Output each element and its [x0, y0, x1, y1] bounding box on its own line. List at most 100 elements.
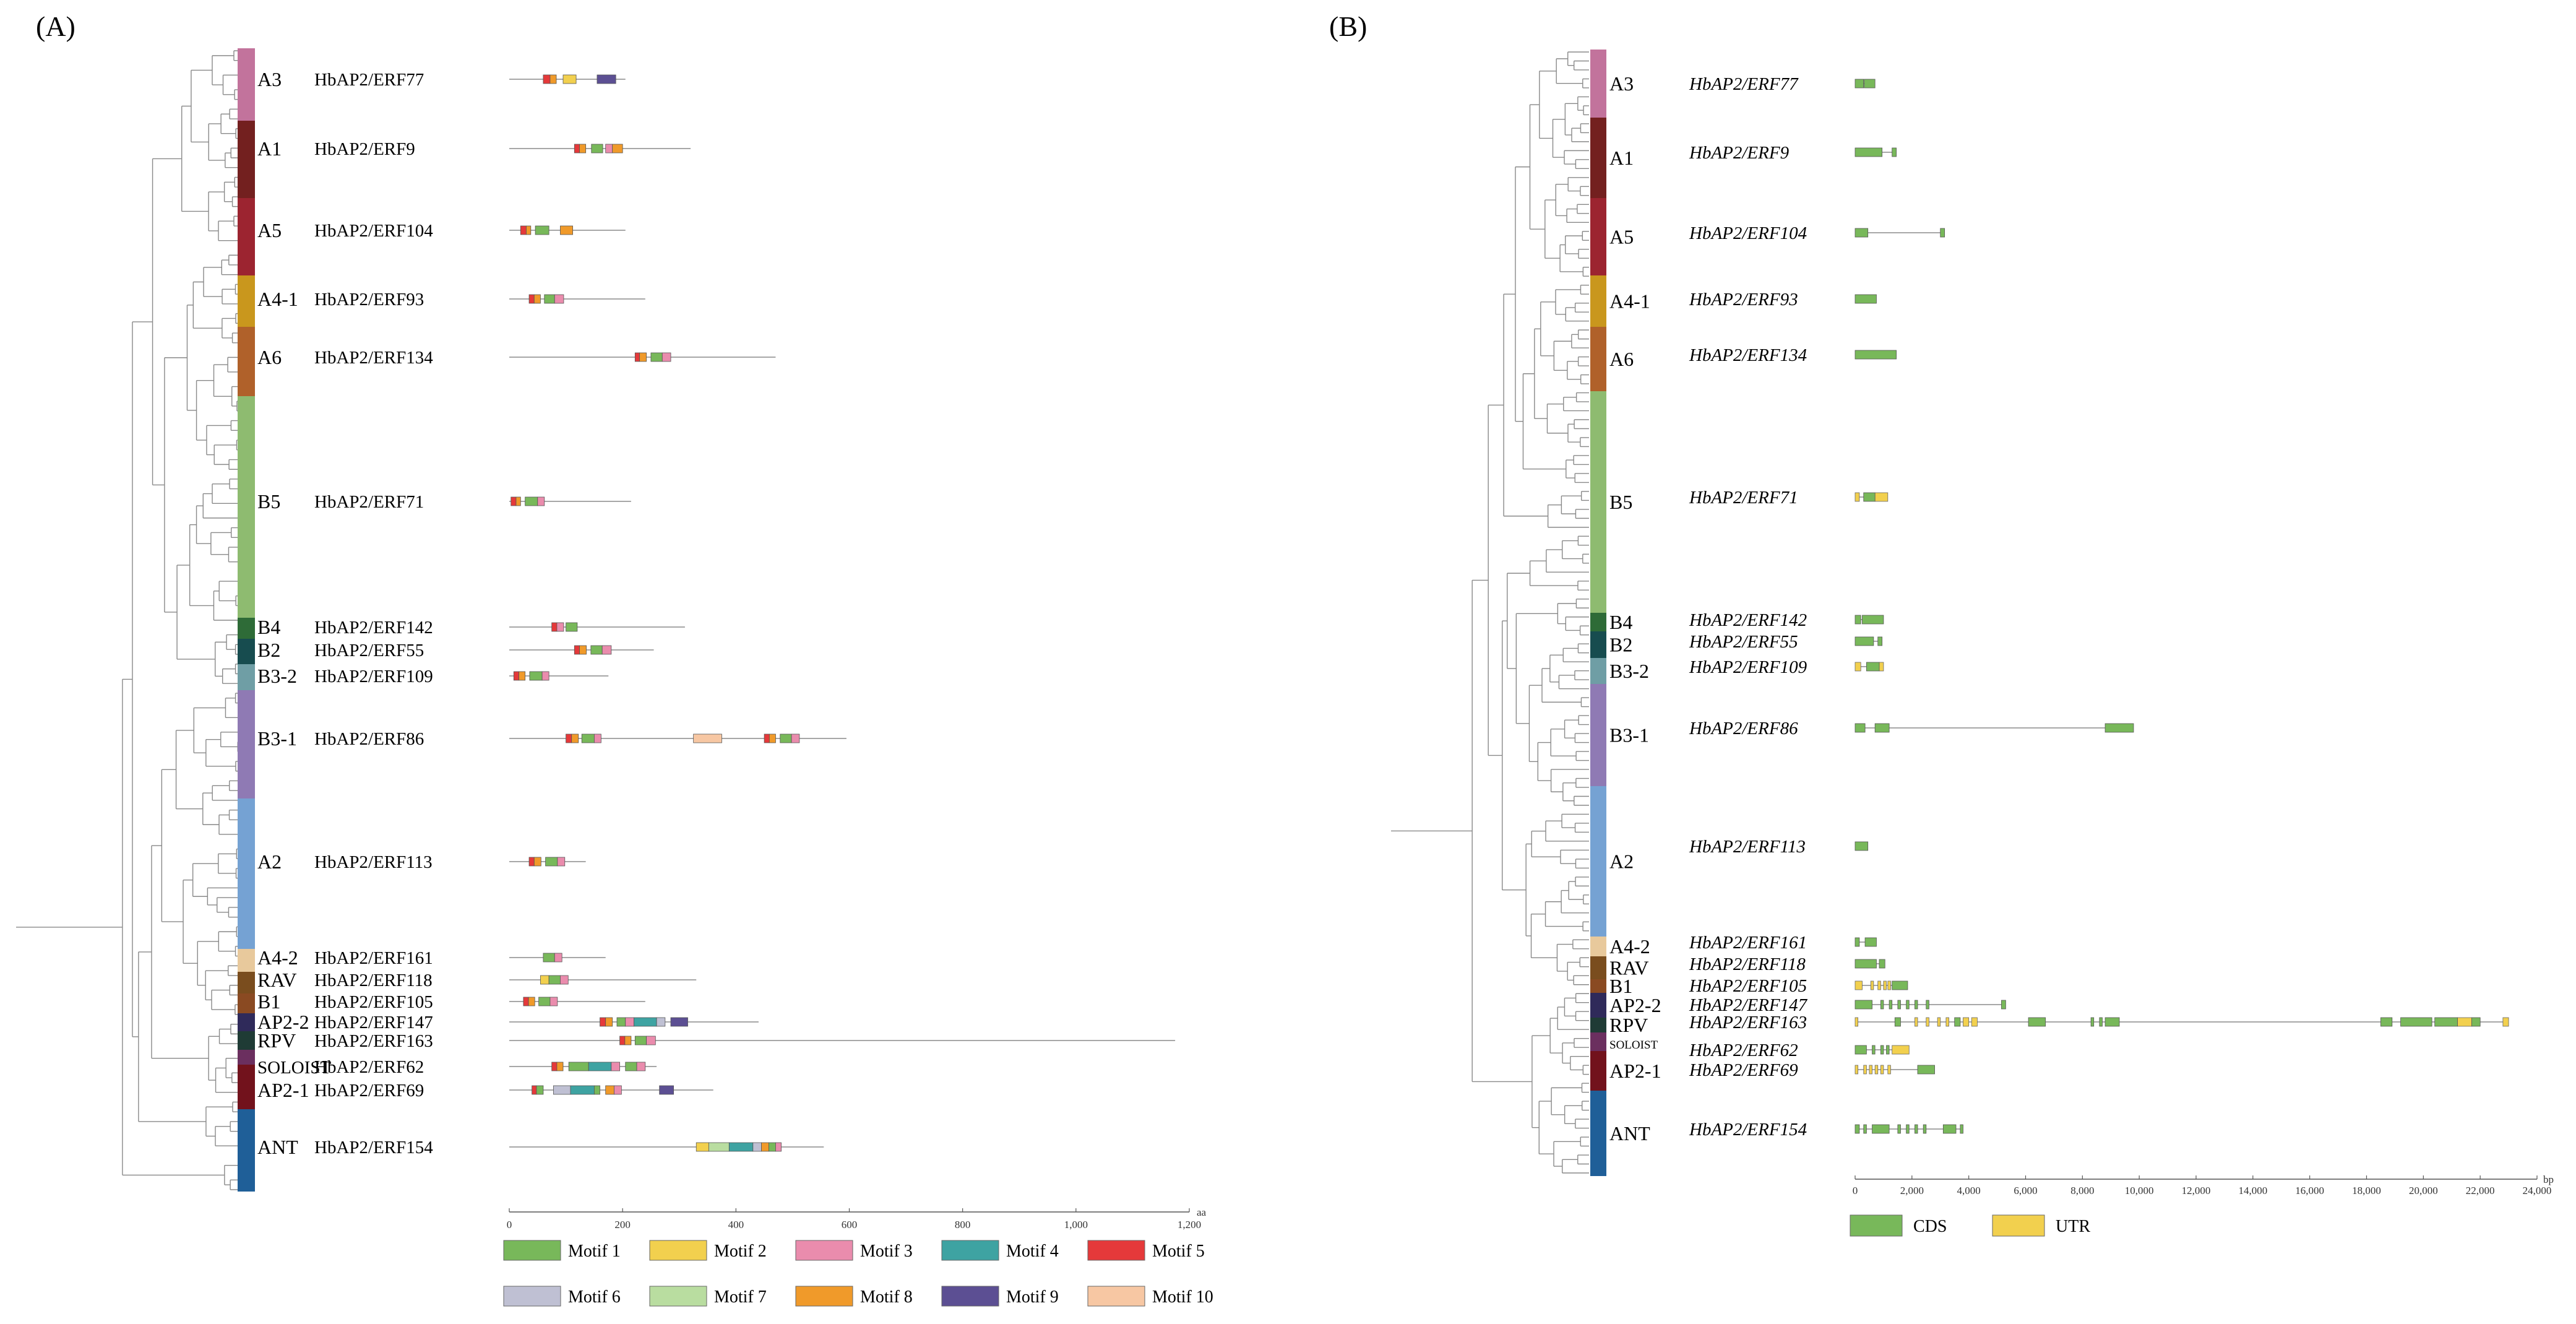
axis-tick-label: 12,000	[2182, 1185, 2211, 1196]
cds-box	[2028, 1017, 2046, 1027]
motif-box	[590, 645, 603, 655]
utr-box	[1877, 980, 1881, 990]
utr-box	[1854, 492, 1860, 502]
legend-swatch	[1087, 1286, 1145, 1307]
cds-box	[1960, 1124, 1963, 1134]
clade-color-bar	[238, 48, 255, 121]
clade-color-bar	[1590, 937, 1606, 956]
motif-box	[510, 496, 517, 506]
motif-box	[566, 733, 572, 743]
clade-label: B3-2	[1609, 660, 1649, 682]
utr-box	[1869, 1065, 1872, 1075]
motif-box	[728, 1142, 754, 1152]
gene-name: HbAP2/ERF118	[314, 971, 433, 990]
legend-swatch	[649, 1286, 707, 1307]
clade-label: ANT	[1609, 1122, 1650, 1144]
utr-box	[1854, 1065, 1858, 1075]
legend-label: Motif 6	[568, 1287, 621, 1307]
motif-box	[515, 496, 521, 506]
gene-name: HbAP2/ERF142	[314, 618, 433, 638]
motif-box	[570, 1085, 595, 1095]
clade-color-bar	[238, 1013, 255, 1031]
motif-box	[634, 352, 640, 362]
utr-box	[1874, 492, 1889, 502]
motif-box	[523, 997, 529, 1006]
legend-label: Motif 1	[568, 1242, 621, 1261]
legend-label: UTR	[2056, 1217, 2090, 1236]
clade-label: B4	[257, 616, 280, 638]
motif-box	[525, 496, 538, 506]
cds-box	[2400, 1017, 2432, 1027]
utr-box	[1854, 1017, 1858, 1027]
cds-box	[1866, 662, 1880, 672]
utr-box	[1887, 980, 1891, 990]
clade-color-bar	[238, 121, 255, 198]
clade-label: B2	[257, 639, 280, 661]
clade-label: A4-2	[257, 946, 298, 969]
utr-box	[1887, 1065, 1891, 1075]
cds-box	[1897, 1124, 1901, 1134]
gene-name: HbAP2/ERF142	[1689, 610, 1807, 630]
clade-color-bar	[1590, 658, 1606, 684]
gene-name: HbAP2/ERF62	[314, 1057, 424, 1077]
clade-color-bar	[238, 949, 255, 972]
axis-tick-label: 800	[955, 1219, 971, 1231]
motif-panel: A3 HbAP2/ERF77 A1 HbAP2/ERF9 A5 HbAP2/ERF104 A…	[238, 48, 1213, 1307]
clade-label: B1	[1609, 975, 1632, 997]
clade-color-bar	[238, 798, 255, 949]
legend-label: Motif 9	[1006, 1287, 1059, 1307]
motif-box	[519, 671, 526, 681]
gene-name: HbAP2/ERF62	[1689, 1041, 1798, 1060]
motif-box	[557, 857, 566, 867]
clade-label: A5	[1609, 226, 1634, 248]
axis-tick-label: 18,000	[2352, 1185, 2381, 1196]
gene-name: HbAP2/ERF105	[314, 992, 433, 1012]
axis-tick-label: 20,000	[2409, 1185, 2438, 1196]
cds-box	[2104, 723, 2134, 733]
motif-box	[646, 1036, 656, 1045]
motif-box	[528, 294, 535, 304]
cds-box	[1863, 1124, 1867, 1134]
axis-tick-label: 4,000	[1957, 1185, 1981, 1196]
clade-label: A3	[1609, 72, 1634, 95]
clade-label: A3	[257, 68, 282, 90]
gene-name: HbAP2/ERF118	[1689, 954, 1806, 974]
motif-box	[636, 1062, 646, 1071]
cds-box	[1954, 1017, 1961, 1027]
gene-name: HbAP2/ERF69	[314, 1081, 424, 1101]
legend-swatch	[795, 1240, 853, 1261]
motif-box	[554, 953, 562, 963]
legend-label: Motif 7	[714, 1287, 767, 1307]
clade-label: A5	[257, 219, 282, 241]
utr-box	[1926, 1017, 1929, 1027]
motif-box	[556, 622, 564, 632]
clade-color-bar	[1590, 1051, 1606, 1091]
motif-box	[588, 1062, 612, 1071]
clade-label: RPV	[1609, 1014, 1648, 1036]
clade-label: A4-1	[257, 288, 298, 310]
utr-box	[1870, 980, 1874, 990]
gene-name: HbAP2/ERF55	[1689, 632, 1798, 652]
clade-color-bar	[1590, 684, 1606, 786]
motif-box	[513, 671, 519, 681]
utr-box	[1945, 1017, 1949, 1027]
clade-color-bar	[238, 327, 255, 396]
motif-box	[526, 225, 532, 235]
axis-tick-label: 6,000	[2014, 1185, 2037, 1196]
phylogenetic-tree-a	[16, 50, 246, 1190]
clade-label: AP2-1	[257, 1079, 309, 1101]
clade-color-bar	[1590, 50, 1606, 118]
clade-color-bar	[1590, 956, 1606, 979]
gene-name: HbAP2/ERF93	[314, 290, 424, 309]
motif-box	[605, 1017, 613, 1027]
clade-color-bar	[1590, 613, 1606, 631]
clade-label: A4-1	[1609, 290, 1650, 313]
cds-box	[1874, 723, 1890, 733]
motif-box	[562, 74, 577, 84]
axis-tick-label: 600	[842, 1219, 858, 1231]
cds-box	[1854, 1045, 1867, 1055]
clade-label: B1	[257, 990, 280, 1013]
cds-box	[1854, 1000, 1872, 1010]
motif-box	[548, 975, 561, 985]
legend-swatch	[1992, 1214, 2045, 1237]
